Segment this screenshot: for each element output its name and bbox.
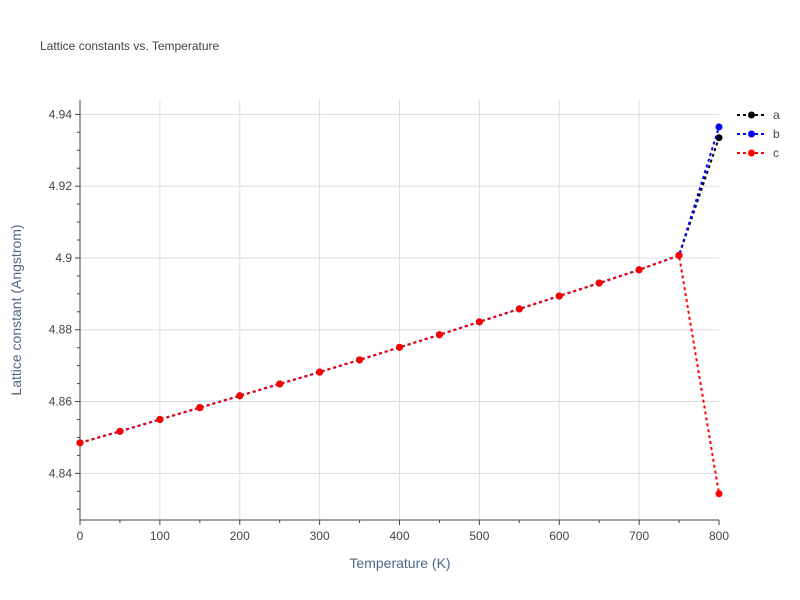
x-tick-label: 0	[77, 529, 84, 543]
data-point-c	[635, 266, 643, 274]
data-point-c	[76, 439, 84, 447]
y-tick-label: 4.86	[49, 395, 73, 409]
y-tick-label: 4.9	[55, 251, 72, 265]
data-point-c	[276, 380, 284, 388]
y-tick-label: 4.94	[49, 107, 73, 121]
x-tick-label: 700	[629, 529, 649, 543]
x-tick-label: 200	[230, 529, 250, 543]
data-point-c	[515, 305, 523, 313]
data-point-c	[156, 415, 164, 423]
data-point-c	[715, 490, 723, 498]
data-point-a	[715, 134, 723, 142]
legend-item-b[interactable]: b	[737, 127, 780, 141]
data-point-c	[555, 292, 563, 300]
y-tick-label: 4.92	[49, 179, 73, 193]
data-point-c	[116, 427, 124, 435]
series-layer	[76, 123, 723, 498]
data-point-c	[675, 251, 683, 259]
legend-label-a: a	[773, 108, 780, 122]
legend-marker-c	[748, 149, 755, 157]
y-axis-title: Lattice constant (Angstrom)	[8, 224, 24, 395]
y-tick-label: 4.88	[49, 323, 73, 337]
legend-label-c: c	[773, 146, 779, 160]
data-point-c	[236, 392, 244, 400]
data-point-c	[196, 404, 204, 412]
x-tick-label: 800	[709, 529, 729, 543]
data-point-c	[595, 279, 603, 287]
data-point-c	[316, 368, 324, 376]
legend-marker-a	[748, 111, 755, 119]
legend[interactable]: abc	[737, 108, 780, 160]
data-point-c	[396, 343, 403, 351]
x-tick-label: 100	[150, 529, 170, 543]
data-point-c	[435, 331, 443, 339]
x-ticks: 0 100 200 300 400 500 600 700 800	[77, 520, 729, 543]
legend-marker-b	[748, 130, 755, 138]
legend-label-b: b	[773, 127, 780, 141]
legend-item-c[interactable]: c	[737, 146, 779, 160]
series-c	[76, 251, 723, 498]
data-point-c	[475, 318, 483, 326]
chart-title: Lattice constants vs. Temperature	[40, 39, 220, 53]
x-tick-label: 300	[310, 529, 330, 543]
y-ticks: 4.84 4.86 4.88 4.9 4.92 4.94	[49, 107, 80, 510]
data-point-b	[715, 123, 723, 131]
grid	[80, 100, 719, 520]
series-line-c	[79, 254, 720, 494]
x-tick-label: 600	[549, 529, 569, 543]
legend-item-a[interactable]: a	[737, 108, 780, 122]
y-tick-label: 4.84	[49, 466, 73, 480]
data-point-c	[356, 356, 364, 364]
x-axis-title: Temperature (K)	[349, 555, 450, 571]
x-tick-label: 400	[389, 529, 409, 543]
x-tick-label: 500	[469, 529, 489, 543]
